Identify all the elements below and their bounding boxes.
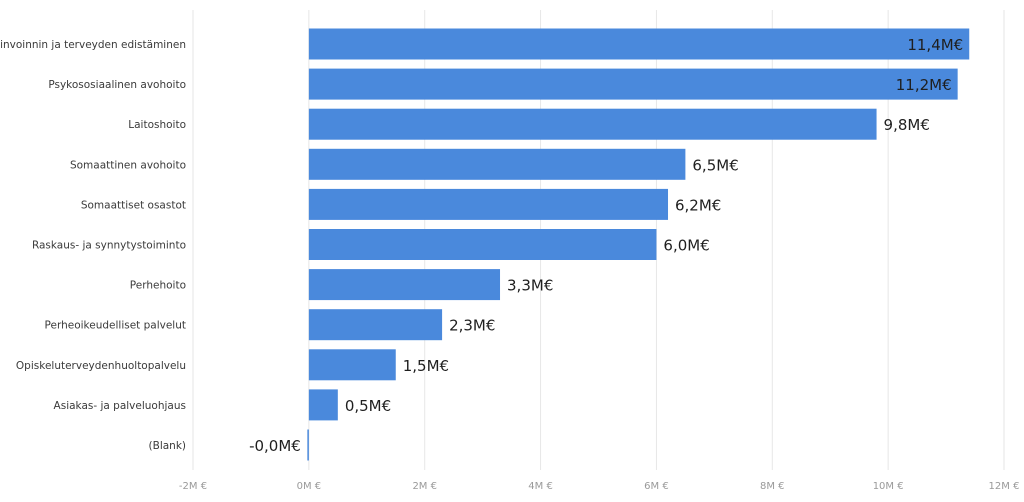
category-label: Perheoikeudelliset palvelut bbox=[45, 320, 186, 332]
data-label: 1,5M€ bbox=[403, 357, 449, 375]
bar[interactable] bbox=[308, 28, 970, 60]
data-label: 2,3M€ bbox=[449, 317, 495, 335]
bar[interactable] bbox=[307, 429, 309, 461]
bar[interactable] bbox=[308, 349, 396, 381]
x-tick-label: 6M € bbox=[644, 481, 669, 492]
bar[interactable] bbox=[308, 309, 443, 341]
category-label: (Blank) bbox=[149, 440, 186, 452]
bar[interactable] bbox=[308, 188, 669, 220]
category-label: Somaattinen avohoito bbox=[70, 159, 186, 171]
x-tick-label: 10M € bbox=[873, 481, 904, 492]
x-tick-label: 4M € bbox=[528, 481, 553, 492]
bar[interactable] bbox=[308, 108, 877, 140]
x-tick-label: 2M € bbox=[412, 481, 437, 492]
data-label: 0,5M€ bbox=[345, 397, 391, 415]
category-label: Psykososiaalinen avohoito bbox=[48, 79, 186, 91]
bar[interactable] bbox=[308, 389, 338, 421]
bar-layer bbox=[307, 28, 970, 461]
data-label: 3,3M€ bbox=[507, 277, 553, 295]
x-tick-label: -2M € bbox=[179, 481, 207, 492]
category-label: Laitoshoito bbox=[128, 119, 186, 131]
data-label: 6,2M€ bbox=[675, 196, 721, 214]
data-label: 6,5M€ bbox=[692, 156, 738, 174]
x-tick-label: 0M € bbox=[297, 481, 322, 492]
bar[interactable] bbox=[308, 68, 958, 100]
category-label: Opiskeluterveydenhuoltopalvelu bbox=[16, 360, 186, 372]
bar[interactable] bbox=[308, 148, 686, 180]
data-label: 6,0M€ bbox=[663, 237, 709, 255]
category-label: Raskaus- ja synnytystoiminto bbox=[32, 240, 186, 252]
category-label: Hyvinvoinnin ja terveyden edistäminen bbox=[0, 39, 186, 51]
data-label: 11,4M€ bbox=[907, 36, 963, 54]
x-tick-label: 8M € bbox=[760, 481, 785, 492]
x-tick-label: 12M € bbox=[989, 481, 1020, 492]
category-label: Somaattiset osastot bbox=[81, 199, 186, 211]
data-label: 11,2M€ bbox=[896, 76, 952, 94]
category-label: Asiakas- ja palveluohjaus bbox=[54, 400, 186, 412]
category-label-layer: Hyvinvoinnin ja terveyden edistäminen Psy… bbox=[0, 39, 186, 452]
x-axis-tick-layer: -2M € 0M € 2M € 4M € 6M € 8M € 10M € 12M € bbox=[179, 481, 1020, 492]
data-label-layer: 11,4M€ 11,2M€ 9,8M€ 6,5M€ 6,2M€ 6,0M€ 3,3M€ 2,3… bbox=[249, 36, 963, 455]
bar[interactable] bbox=[308, 229, 657, 260]
bar[interactable] bbox=[308, 269, 501, 301]
data-label: -0,0M€ bbox=[249, 437, 301, 455]
category-label: Perhehoito bbox=[130, 280, 186, 292]
data-label: 9,8M€ bbox=[884, 116, 930, 134]
